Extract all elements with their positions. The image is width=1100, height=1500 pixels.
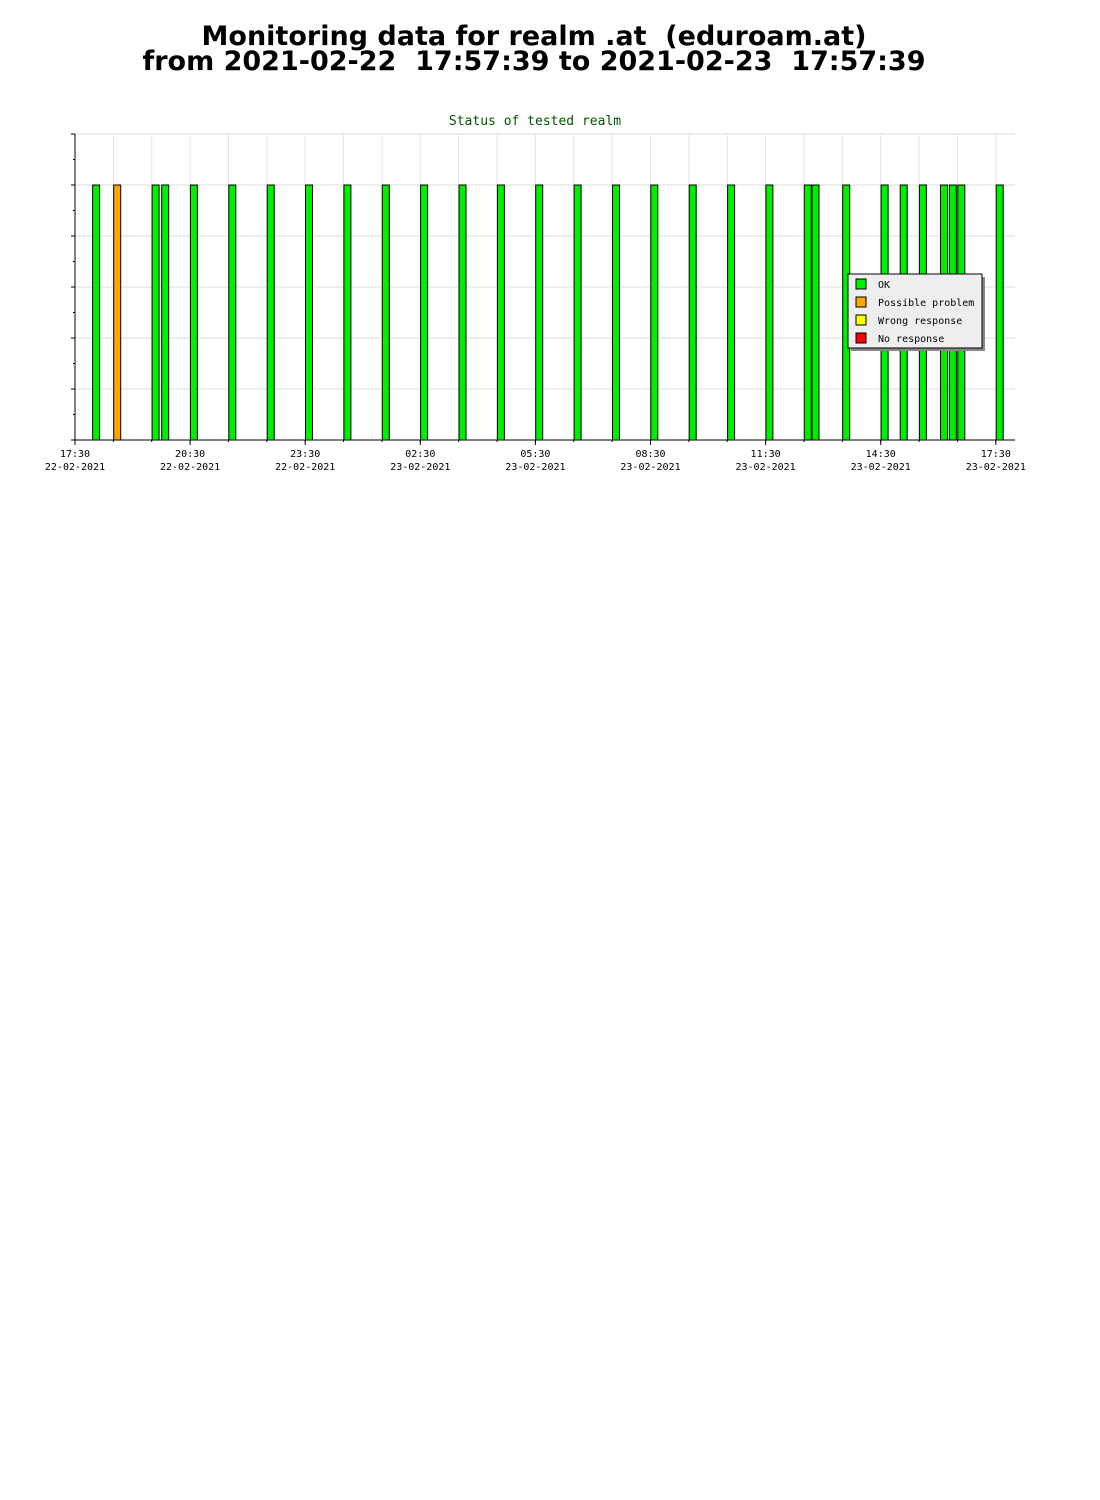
x-tick-label-time: 14:30 [866,449,896,460]
legend-swatch-wrong [855,314,867,326]
x-tick-label-time: 17:30 [981,449,1011,460]
legend: OK Possible problem Wrong response No respo… [847,273,985,351]
bar-ok [161,184,170,441]
x-tick-label-date: 22-02-2021 [275,462,335,473]
title-line-2: from 2021-02-22 17:57:39 to 2021-02-23 1… [142,46,926,77]
bar-ok [573,184,582,441]
bar-ok [650,184,659,441]
x-tick-label-date: 23-02-2021 [966,462,1026,473]
legend-label-none: No response [878,334,944,345]
bar-ok [765,184,774,441]
x-tick-label-time: 17:30 [60,449,90,460]
bar-ok [995,184,1004,441]
page-title: Monitoring data for realm .at (eduroam.a… [0,21,1068,77]
legend-swatch-ok [855,278,867,290]
bar-ok [343,184,352,441]
bar-ok [381,184,390,441]
bar-ok [727,184,736,441]
chart-title: Status of tested realm [449,114,621,129]
x-tick-label-time: 20:30 [175,449,205,460]
x-tick-label-date: 23-02-2021 [505,462,565,473]
bar-ok [496,184,505,441]
bar-possible [113,184,122,441]
bar-ok [305,184,313,441]
bar-ok [803,184,812,441]
legend-swatch-none [855,332,867,344]
bar-ok [420,184,429,441]
x-tick-label-time: 02:30 [405,449,435,460]
bar-ok [688,184,697,441]
x-tick-label-time: 11:30 [751,449,781,460]
x-tick-label-date: 23-02-2021 [620,462,680,473]
bar-ok [92,184,101,441]
x-tick-label-time: 23:30 [290,449,320,460]
x-tick-label-date: 23-02-2021 [736,462,796,473]
bar-ok [189,184,198,441]
x-tick-label-date: 22-02-2021 [160,462,220,473]
legend-swatch-possible [855,296,867,308]
axes: 17:30 22-02-2021 20:30 22-02-2021 23:30 22-02… [45,133,1026,473]
bar-ok [612,184,620,441]
x-tick-label-time: 05:30 [520,449,550,460]
legend-box [847,273,983,349]
legend-label-ok: OK [878,280,890,291]
title-line-1: Monitoring data for realm .at (eduroam.a… [201,21,867,52]
x-tick-label-time: 08:30 [635,449,665,460]
bar-ok [535,184,544,441]
bar-ok [811,184,820,441]
bar-ok [458,184,467,441]
x-tick-label-date: 23-02-2021 [851,462,911,473]
legend-label-wrong: Wrong response [878,316,962,327]
legend-label-possible: Possible problem [878,298,974,309]
x-tick-label-date: 23-02-2021 [390,462,450,473]
x-tick-label-date: 22-02-2021 [45,462,105,473]
status-chart: Status of tested realm 17:30 22-02-2021 20… [45,114,1026,473]
bar-ok [228,184,237,441]
bar-ok [151,184,160,441]
bar-ok [266,184,275,441]
